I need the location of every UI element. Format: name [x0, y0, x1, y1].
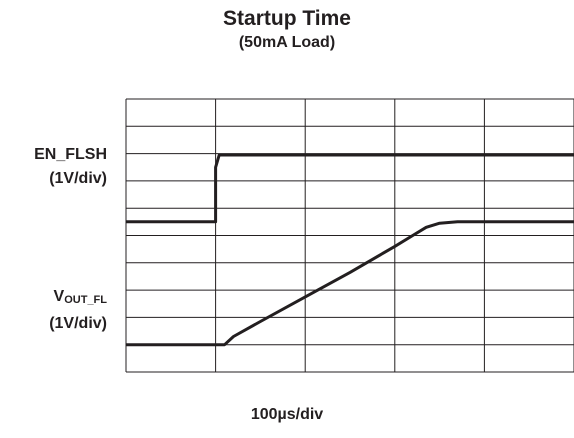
- chart-subtitle: (50mA Load): [238, 34, 336, 51]
- chart-title: Startup Time: [223, 7, 351, 30]
- channel-2-scale: (1V/div): [49, 315, 107, 332]
- trace-channel-1: [126, 153, 574, 224]
- channel-1-scale: (1V/div): [49, 170, 107, 187]
- trace-channel-2: [126, 220, 574, 347]
- channel-1-name: EN_FLSH: [34, 146, 107, 163]
- x-axis-label: 100µs/div: [250, 406, 324, 423]
- channel-2-name-subscript: OUT_FL: [64, 294, 107, 306]
- channel-2-name: VOUT_FL: [53, 288, 107, 306]
